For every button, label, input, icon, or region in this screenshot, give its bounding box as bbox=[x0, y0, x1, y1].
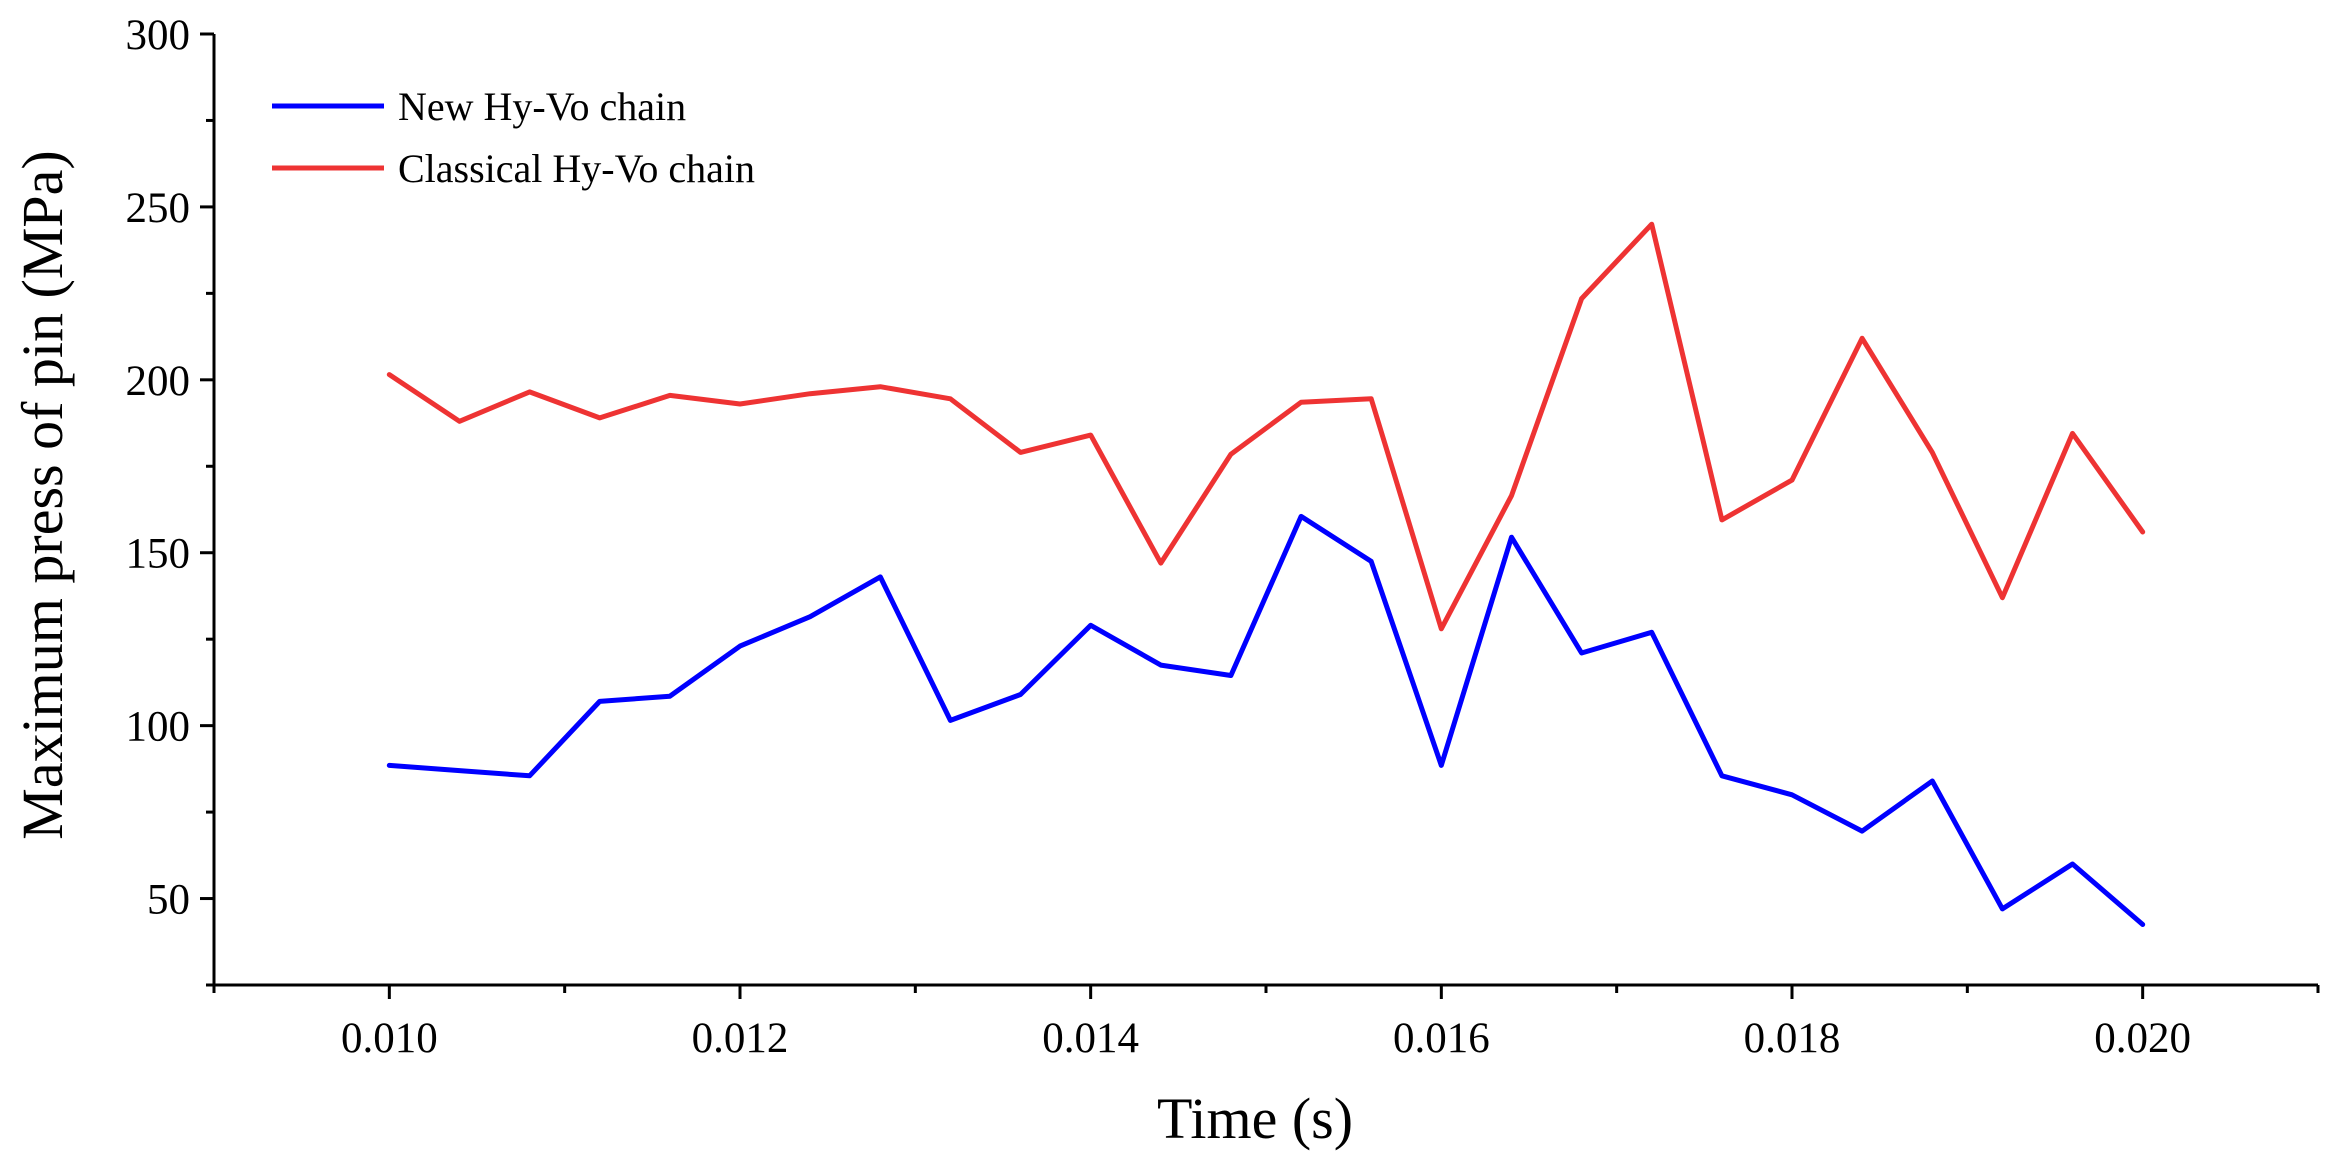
y-tick-label: 100 bbox=[126, 704, 191, 751]
series-line-new-hy-vo-chain bbox=[386, 513, 2146, 927]
y-tick-label: 50 bbox=[147, 877, 190, 924]
legend-label: New Hy-Vo chain bbox=[398, 84, 686, 129]
x-tick-label: 0.014 bbox=[1042, 1015, 1139, 1062]
y-tick-label: 200 bbox=[126, 358, 191, 405]
y-tick-label: 250 bbox=[126, 185, 191, 232]
y-ticks: 50 100 150 200 250 300 bbox=[126, 12, 214, 987]
y-axis-title: Maximum press of pin (MPa) bbox=[10, 150, 75, 840]
x-tick-label: 0.018 bbox=[1744, 1015, 1841, 1062]
x-axis-title: Time (s) bbox=[1157, 1086, 1353, 1151]
y-tick-label: 300 bbox=[126, 12, 191, 59]
x-ticks: 0.010 0.012 0.014 0.016 0.018 0.020 bbox=[212, 985, 2320, 1062]
legend: New Hy-Vo chain Classical Hy-Vo chain bbox=[272, 84, 755, 191]
x-tick-label: 0.016 bbox=[1393, 1015, 1490, 1062]
x-tick-label: 0.010 bbox=[341, 1015, 438, 1062]
y-tick-label: 150 bbox=[126, 531, 191, 578]
x-tick-label: 0.020 bbox=[2094, 1015, 2191, 1062]
series-layer bbox=[386, 221, 2146, 927]
series-line-classical-hy-vo-chain bbox=[386, 221, 2146, 632]
legend-label: Classical Hy-Vo chain bbox=[398, 146, 755, 191]
x-tick-label: 0.012 bbox=[692, 1015, 789, 1062]
